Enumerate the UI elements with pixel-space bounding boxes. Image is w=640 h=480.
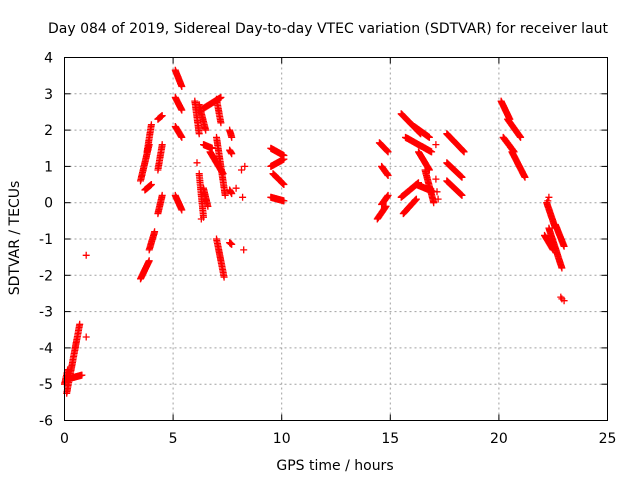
data-point bbox=[221, 191, 229, 199]
data-point bbox=[204, 202, 212, 210]
data-point bbox=[432, 175, 440, 183]
y-tick-label: -3 bbox=[39, 305, 53, 321]
data-point bbox=[412, 195, 420, 203]
x-tick-labels: 0 5 10 15 20 25 bbox=[60, 431, 616, 447]
data-points bbox=[61, 66, 568, 397]
data-point bbox=[82, 333, 90, 341]
data-point bbox=[549, 246, 557, 254]
data-point bbox=[208, 144, 216, 152]
data-point bbox=[384, 191, 392, 199]
data-point bbox=[280, 197, 288, 205]
data-point bbox=[433, 188, 441, 196]
x-tick-label: 0 bbox=[60, 431, 69, 447]
chart-title: Day 084 of 2019, Sidereal Day-to-day VTE… bbox=[48, 21, 609, 37]
y-tick-label: -6 bbox=[39, 414, 53, 430]
data-point bbox=[145, 257, 153, 265]
data-point bbox=[432, 141, 440, 149]
data-point bbox=[232, 184, 240, 192]
data-point bbox=[384, 148, 392, 156]
y-tick-label: 2 bbox=[44, 123, 53, 139]
data-point bbox=[434, 195, 442, 203]
data-point bbox=[197, 215, 205, 223]
x-axis-label: GPS time / hours bbox=[276, 458, 393, 474]
y-tick-label: -2 bbox=[39, 268, 53, 284]
data-point bbox=[240, 246, 248, 254]
y-tick-label: -5 bbox=[39, 377, 53, 393]
data-point bbox=[178, 133, 186, 141]
data-point bbox=[228, 133, 236, 141]
data-point bbox=[428, 148, 436, 156]
data-point bbox=[82, 251, 90, 259]
data-point bbox=[241, 162, 249, 170]
y-tick-label: -4 bbox=[39, 341, 53, 357]
data-point bbox=[158, 141, 166, 149]
data-point bbox=[193, 159, 201, 167]
data-point bbox=[384, 172, 392, 179]
data-point bbox=[78, 371, 86, 379]
data-point bbox=[178, 206, 186, 214]
data-point bbox=[382, 202, 390, 210]
data-point bbox=[430, 199, 438, 207]
y-tick-label: 1 bbox=[44, 159, 53, 175]
grid-lines bbox=[64, 57, 608, 421]
data-point bbox=[217, 119, 225, 127]
data-point bbox=[178, 83, 186, 90]
x-tick-label: 20 bbox=[490, 431, 508, 447]
x-tick-label: 15 bbox=[381, 431, 399, 447]
data-point bbox=[280, 155, 288, 163]
data-point bbox=[280, 181, 288, 188]
data-point bbox=[147, 181, 155, 188]
y-tick-label: 3 bbox=[44, 87, 53, 103]
data-point bbox=[195, 130, 203, 138]
data-point bbox=[545, 193, 553, 201]
data-point bbox=[239, 193, 247, 201]
data-point bbox=[220, 273, 228, 281]
data-point bbox=[557, 293, 565, 301]
y-tick-label: 0 bbox=[44, 196, 53, 212]
plot-frame bbox=[64, 57, 608, 421]
data-point bbox=[76, 320, 84, 328]
data-point bbox=[425, 133, 433, 141]
y-tick-label: -1 bbox=[39, 232, 53, 248]
x-tick-label: 25 bbox=[599, 431, 617, 447]
data-point bbox=[158, 191, 166, 199]
data-point bbox=[458, 173, 466, 181]
data-point bbox=[228, 190, 236, 198]
data-point bbox=[217, 93, 225, 101]
data-point bbox=[560, 297, 568, 305]
data-point bbox=[238, 166, 245, 174]
data-point bbox=[228, 150, 236, 158]
data-point bbox=[147, 121, 155, 129]
data-point bbox=[178, 106, 186, 114]
y-tick-label: 4 bbox=[44, 51, 53, 67]
data-point bbox=[458, 191, 466, 199]
data-point bbox=[151, 228, 159, 236]
data-point bbox=[158, 112, 166, 120]
data-point bbox=[544, 197, 552, 205]
data-point bbox=[521, 173, 529, 181]
x-tick-label: 10 bbox=[273, 431, 291, 447]
data-point bbox=[517, 133, 525, 141]
data-point bbox=[558, 264, 566, 272]
data-point bbox=[228, 240, 236, 248]
data-point bbox=[460, 148, 468, 156]
data-point bbox=[202, 126, 210, 134]
data-point bbox=[560, 242, 568, 250]
y-axis-label: SDTVAR / TECUs bbox=[7, 181, 23, 296]
x-tick-label: 5 bbox=[169, 431, 178, 447]
y-tick-labels: -6 -5 -4 -3 -2 -1 0 1 2 3 4 bbox=[39, 51, 53, 430]
